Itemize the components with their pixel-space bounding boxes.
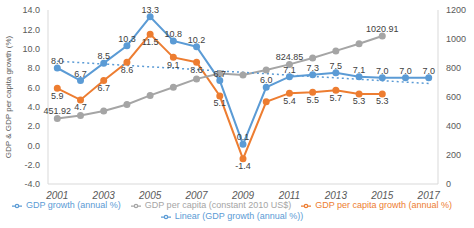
svg-text:5.9: 5.9 bbox=[51, 91, 64, 101]
svg-text:12.0: 12.0 bbox=[22, 25, 40, 35]
svg-text:7.5: 7.5 bbox=[330, 61, 343, 71]
svg-text:7.3: 7.3 bbox=[306, 63, 319, 73]
svg-text:8.0: 8.0 bbox=[27, 63, 40, 73]
svg-text:2011: 2011 bbox=[278, 190, 301, 201]
svg-text:4.7: 4.7 bbox=[74, 102, 87, 112]
svg-text:0: 0 bbox=[446, 179, 451, 189]
svg-text:8.6: 8.6 bbox=[121, 65, 134, 75]
svg-text:5.4: 5.4 bbox=[283, 96, 296, 106]
svg-text:9.1: 9.1 bbox=[167, 60, 180, 70]
svg-text:2007: 2007 bbox=[184, 190, 208, 201]
svg-text:4.0: 4.0 bbox=[27, 102, 40, 112]
svg-text:2005: 2005 bbox=[138, 190, 162, 201]
svg-text:200: 200 bbox=[446, 150, 461, 160]
svg-text:5.7: 5.7 bbox=[330, 93, 343, 103]
svg-text:1200: 1200 bbox=[446, 5, 466, 15]
svg-text:2003: 2003 bbox=[92, 190, 116, 201]
svg-text:451.92: 451.92 bbox=[44, 106, 72, 116]
svg-text:13.3: 13.3 bbox=[141, 5, 159, 15]
html-text:GDP per capita growth (annual: GDP per capita growth (annual %) bbox=[315, 200, 453, 210]
svg-text:824.85: 824.85 bbox=[276, 52, 304, 62]
html-text:Linear (GDP growth (annual %)): Linear (GDP growth (annual %)) bbox=[174, 211, 304, 221]
svg-text:6.0: 6.0 bbox=[27, 83, 40, 93]
svg-text:14.0: 14.0 bbox=[22, 5, 40, 15]
svg-text:0.0: 0.0 bbox=[27, 141, 40, 151]
svg-text:400: 400 bbox=[446, 121, 461, 131]
svg-text:6.7: 6.7 bbox=[97, 83, 110, 93]
svg-text:600: 600 bbox=[446, 92, 461, 102]
svg-text:10.2: 10.2 bbox=[188, 35, 206, 45]
svg-text:10.8: 10.8 bbox=[165, 29, 183, 39]
svg-text:7.1: 7.1 bbox=[353, 65, 366, 75]
svg-text:8.5: 8.5 bbox=[97, 51, 110, 61]
svg-text:2001: 2001 bbox=[45, 190, 68, 201]
svg-text:1000: 1000 bbox=[446, 34, 466, 44]
svg-text:0.1: 0.1 bbox=[237, 132, 250, 142]
svg-text:5.3: 5.3 bbox=[376, 96, 389, 106]
svg-text:8.6: 8.6 bbox=[190, 65, 203, 75]
svg-text:800: 800 bbox=[446, 63, 461, 73]
html-text:GDP growth (annual %): GDP growth (annual %) bbox=[25, 200, 121, 210]
svg-text:2015: 2015 bbox=[370, 190, 394, 201]
svg-text:2009: 2009 bbox=[231, 190, 255, 201]
svg-text:7.0: 7.0 bbox=[399, 66, 412, 76]
svg-text:1020.91: 1020.91 bbox=[366, 24, 399, 34]
svg-text:-2.0: -2.0 bbox=[24, 160, 40, 170]
svg-text:-1.4: -1.4 bbox=[235, 161, 251, 171]
svg-text:7.0: 7.0 bbox=[422, 66, 435, 76]
svg-text:8.0: 8.0 bbox=[51, 56, 64, 66]
svg-text:-4.0: -4.0 bbox=[24, 179, 40, 189]
svg-text:GDP & GDP per capita growth (%: GDP & GDP per capita growth (%) bbox=[8, 35, 13, 158]
svg-text:11.5: 11.5 bbox=[142, 37, 159, 47]
svg-text:6.0: 6.0 bbox=[260, 75, 273, 85]
svg-text:7.1: 7.1 bbox=[283, 65, 296, 75]
svg-text:2013: 2013 bbox=[324, 190, 348, 201]
svg-text:10.3: 10.3 bbox=[118, 34, 136, 44]
svg-text:6.7: 6.7 bbox=[74, 69, 87, 79]
html-text:GDP per capita (constant 2010: GDP per capita (constant 2010 US$) bbox=[144, 200, 292, 210]
svg-text:7.0: 7.0 bbox=[376, 66, 389, 76]
svg-text:10.0: 10.0 bbox=[22, 44, 40, 54]
svg-text:5.3: 5.3 bbox=[353, 96, 366, 106]
svg-text:5.1: 5.1 bbox=[214, 98, 227, 108]
svg-text:2017: 2017 bbox=[417, 190, 441, 201]
svg-text:2.0: 2.0 bbox=[27, 121, 40, 131]
svg-text:5.5: 5.5 bbox=[306, 95, 319, 105]
svg-text:6.7: 6.7 bbox=[214, 69, 227, 79]
